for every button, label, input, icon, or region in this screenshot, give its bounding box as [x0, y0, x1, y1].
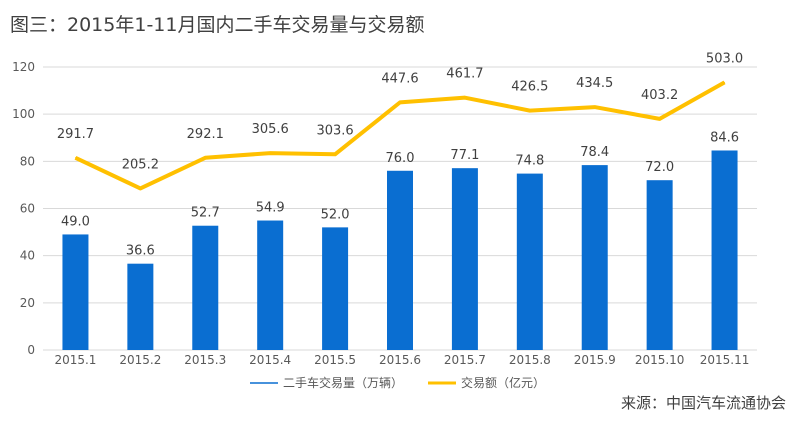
line-value-label: 292.1	[187, 127, 224, 142]
x-tick-label: 2015.10	[635, 353, 685, 367]
y-tick-label: 100	[12, 107, 35, 121]
y-tick-label: 60	[20, 202, 35, 216]
line-value-label: 447.6	[381, 71, 418, 86]
y-tick-label: 120	[12, 60, 35, 74]
legend: 二手车交易量（万辆） 交易额（亿元）	[250, 375, 545, 390]
y-tick-label: 0	[27, 343, 35, 357]
line-value-label: 461.7	[446, 67, 483, 82]
line-point	[659, 118, 661, 120]
bar-value-label: 54.9	[256, 201, 285, 216]
bar	[646, 180, 673, 350]
x-tick-label: 2015.8	[509, 353, 551, 367]
y-tick-label: 20	[20, 296, 35, 310]
bar-value-label: 74.8	[515, 154, 544, 169]
line-value-label: 403.2	[641, 88, 678, 103]
line-point	[529, 110, 531, 112]
bar	[581, 165, 608, 350]
line-value-label: 426.5	[511, 80, 548, 95]
line-point	[334, 153, 336, 155]
x-tick-label: 2015.2	[119, 353, 161, 367]
bar-value-label: 84.6	[710, 130, 739, 145]
bar-value-label: 76.0	[386, 151, 415, 166]
bar	[257, 220, 284, 350]
bar	[62, 234, 89, 350]
line-value-label: 205.2	[122, 157, 159, 172]
x-tick-label: 2015.1	[54, 353, 96, 367]
source-note: 来源：中国汽车流通协会	[620, 394, 786, 412]
bar	[516, 173, 543, 350]
bar	[127, 263, 154, 350]
bar-value-label: 52.7	[191, 206, 220, 221]
bar-value-label: 78.4	[580, 145, 609, 160]
line-point	[204, 157, 206, 159]
line-point	[139, 187, 141, 189]
x-axis-ticks: 2015.1 2015.2 2015.3 2015.4 2015.5 2015.6 2015…	[54, 353, 749, 367]
bar-value-label: 49.0	[61, 214, 90, 229]
line-point	[464, 97, 466, 99]
line-point	[594, 106, 596, 108]
line-value-label: 291.7	[57, 127, 94, 142]
bar-value-label: 77.1	[450, 148, 479, 163]
line-data-labels: 291.7 205.2 292.1 305.6 303.6 447.6 461.7 426.5…	[57, 51, 743, 172]
y-axis-ticks: 0 20 40 60 80 100 120	[12, 60, 35, 357]
x-tick-label: 2015.11	[700, 353, 750, 367]
x-tick-label: 2015.3	[184, 353, 226, 367]
line-value-label: 305.6	[252, 122, 289, 137]
bar-data-labels: 49.0 36.6 52.7 54.9 52.0 76.0 77.1 74.8 78.4 72.0…	[61, 130, 739, 258]
x-tick-label: 2015.9	[574, 353, 616, 367]
line-value-label: 303.6	[316, 123, 353, 138]
x-tick-label: 2015.6	[379, 353, 421, 367]
x-tick-label: 2015.4	[249, 353, 291, 367]
chart-title: 图三：2015年1-11月国内二手车交易量与交易额	[10, 14, 425, 36]
line-point	[399, 101, 401, 103]
bar	[387, 170, 413, 350]
bar	[192, 225, 219, 350]
y-tick-label: 80	[20, 154, 35, 168]
bar-value-label: 52.0	[321, 207, 350, 222]
line-series	[74, 80, 726, 191]
legend-label-line: 交易额（亿元）	[461, 375, 545, 390]
bar	[451, 168, 478, 350]
x-tick-label: 2015.5	[314, 353, 356, 367]
line-point	[724, 81, 726, 83]
legend-label-bar: 二手车交易量（万辆）	[283, 375, 403, 390]
y-tick-label: 40	[20, 249, 35, 263]
x-tick-label: 2015.7	[444, 353, 486, 367]
line-point	[269, 152, 271, 154]
bar-value-label: 72.0	[645, 160, 674, 175]
line-value-label: 434.5	[576, 76, 613, 91]
line-value-label: 503.0	[706, 51, 743, 66]
bar	[711, 150, 738, 350]
bar-value-label: 36.6	[126, 244, 155, 259]
line-point	[74, 157, 76, 159]
bar	[322, 227, 349, 350]
bar-series	[62, 150, 738, 350]
